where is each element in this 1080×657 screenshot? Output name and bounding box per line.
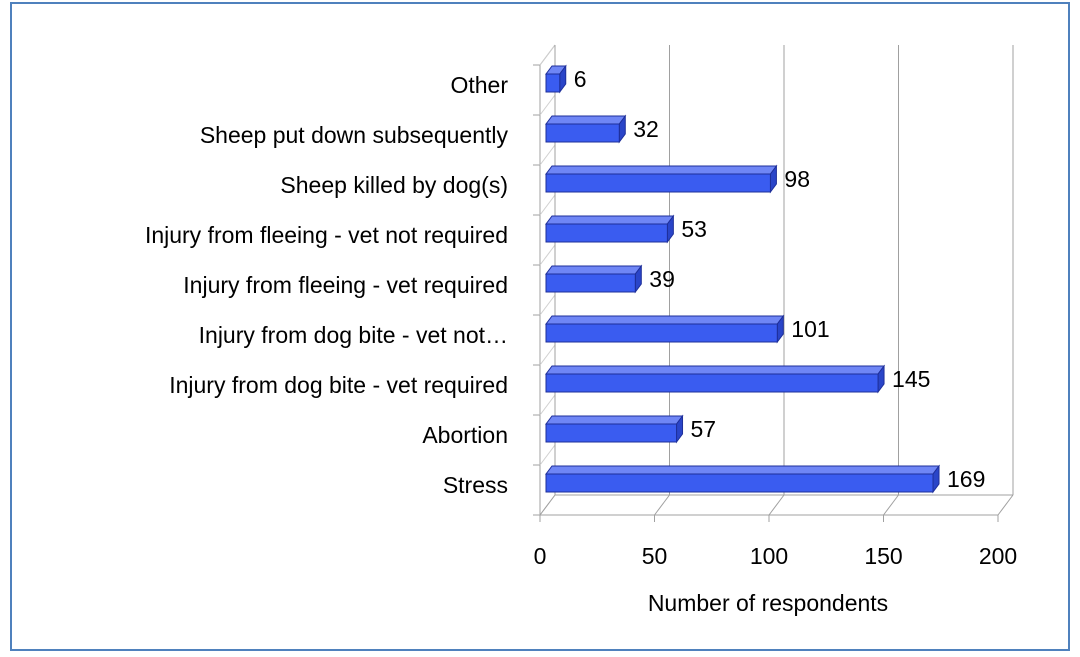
wall-edge [539, 144, 556, 166]
bar [545, 223, 668, 243]
value-label: 57 [691, 416, 717, 442]
bar [545, 123, 620, 143]
y-tick-label: Sheep killed by dog(s) [280, 172, 508, 198]
wall-edge [539, 394, 556, 416]
x-axis-title: Number of respondents [648, 590, 888, 616]
value-label: 98 [784, 166, 810, 192]
wall-edge [539, 244, 556, 266]
value-label: 145 [892, 366, 930, 392]
value-label: 32 [633, 116, 659, 142]
y-tick-label: Injury from dog bite - vet required [169, 372, 508, 398]
wall-edge [539, 344, 556, 366]
x-tick-label: 0 [534, 543, 547, 569]
x-tick-label: 50 [642, 543, 668, 569]
wall-edge [539, 444, 556, 466]
bar-top [545, 415, 684, 425]
value-label: 39 [649, 266, 675, 292]
value-label: 169 [947, 466, 985, 492]
bar-top [545, 365, 886, 375]
bar [545, 273, 636, 293]
y-tick-label: Injury from dog bite - vet not… [199, 322, 508, 348]
wall-edge [539, 294, 556, 316]
value-label: 6 [574, 66, 587, 92]
y-tick-label: Stress [443, 472, 508, 498]
value-label: 101 [791, 316, 829, 342]
bar [545, 323, 778, 343]
y-tick-label: Sheep put down subsequently [200, 122, 509, 148]
floor-grid-line [654, 494, 670, 516]
bar [545, 473, 934, 493]
value-label: 53 [681, 216, 707, 242]
floor-grid-line [997, 494, 1014, 516]
x-tick-label: 150 [864, 543, 902, 569]
bar-top [545, 215, 675, 225]
bar [545, 73, 561, 93]
y-tick-label: Injury from fleeing - vet required [183, 272, 508, 298]
x-tick-label: 200 [979, 543, 1017, 569]
bar-top [545, 165, 778, 175]
y-tick-label: Injury from fleeing - vet not required [145, 222, 508, 248]
wall-edge [539, 194, 556, 216]
y-tick-label: Other [450, 72, 508, 98]
bar-top [545, 465, 941, 475]
bar [545, 173, 771, 193]
floor-grid-line [539, 494, 556, 516]
bar-top [545, 115, 627, 125]
bar-top [545, 265, 643, 275]
bar [545, 373, 879, 393]
wall-edge [539, 44, 556, 66]
wall-edge [539, 94, 556, 116]
bar [545, 423, 678, 443]
floor-grid-line [768, 494, 785, 516]
floor-grid-line [883, 494, 899, 516]
x-tick-label: 100 [750, 543, 788, 569]
bar-top [545, 315, 785, 325]
y-tick-label: Abortion [422, 422, 508, 448]
